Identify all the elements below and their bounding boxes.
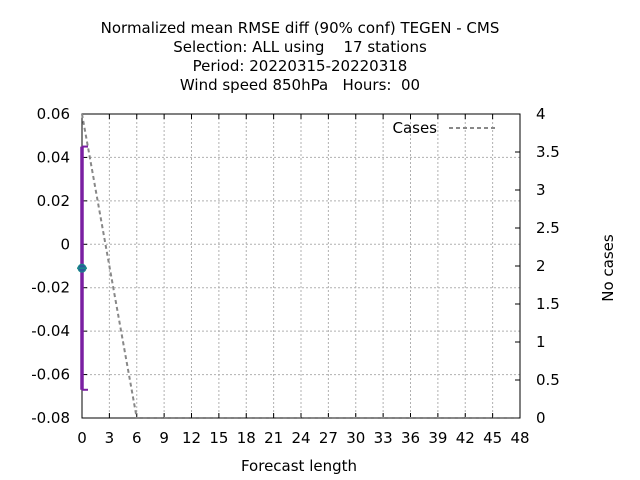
y-axis-left: 0.06 0.04 0.02 0 -0.02 -0.04 -0.06 -0.08 [31,105,87,427]
x-tick-label: 39 [428,429,447,447]
x-tick-label: 18 [237,429,256,447]
y2-tick-label: 4 [536,105,546,123]
legend: Cases [392,119,495,137]
y-tick-label: 0.04 [37,148,70,166]
legend-label-cases: Cases [392,119,437,137]
y2-tick-label: 0 [536,409,546,427]
x-tick-label: 0 [77,429,87,447]
y-axis-right: 4 3.5 3 2.5 2 1.5 1 0.5 0 [515,105,560,427]
y2-tick-label: 1 [536,333,546,351]
x-tick-label: 21 [264,429,283,447]
x-tick-label: 15 [209,429,228,447]
x-tick-label: 12 [182,429,201,447]
y-tick-label: -0.02 [31,279,70,297]
title-line-1: Normalized mean RMSE diff (90% conf) TEG… [101,19,500,37]
x-tick-label: 45 [483,429,502,447]
y2-tick-label: 3 [536,181,546,199]
x-tick-label: 48 [510,429,529,447]
y-tick-label: -0.06 [31,366,70,384]
x-tick-label: 24 [291,429,310,447]
y2-tick-label: 3.5 [536,143,560,161]
y2-tick-label: 0.5 [536,371,560,389]
x-axis: 0 3 6 9 12 15 18 21 24 27 30 33 36 39 42 45 48 [77,114,530,447]
chart-title: Normalized mean RMSE diff (90% conf) TEG… [101,19,500,94]
y2-tick-label: 2 [536,257,546,275]
grid [82,114,520,418]
y-tick-label: -0.04 [31,322,70,340]
series-layer [77,113,520,419]
title-line-3: Period: 20220315-20220318 [193,57,408,75]
series-line-cases [81,113,520,419]
x-tick-label: 33 [374,429,393,447]
y-tick-label: -0.08 [31,409,70,427]
y2-tick-label: 1.5 [536,295,560,313]
y2-tick-label: 2.5 [536,219,560,237]
x-tick-label: 6 [132,429,142,447]
y-tick-label: 0.06 [37,105,70,123]
y-tick-label: 0.02 [37,192,70,210]
x-tick-label: 42 [456,429,475,447]
title-line-2: Selection: ALL using 17 stations [173,38,427,56]
x-tick-label: 36 [401,429,420,447]
y-tick-label: 0 [60,235,70,253]
y2-axis-label: No cases [599,234,617,302]
x-tick-label: 27 [319,429,338,447]
title-line-4: Wind speed 850hPa Hours: 00 [180,76,420,94]
x-tick-label: 3 [105,429,115,447]
x-axis-label: Forecast length [241,457,357,475]
x-tick-label: 30 [346,429,365,447]
x-tick-label: 9 [159,429,169,447]
